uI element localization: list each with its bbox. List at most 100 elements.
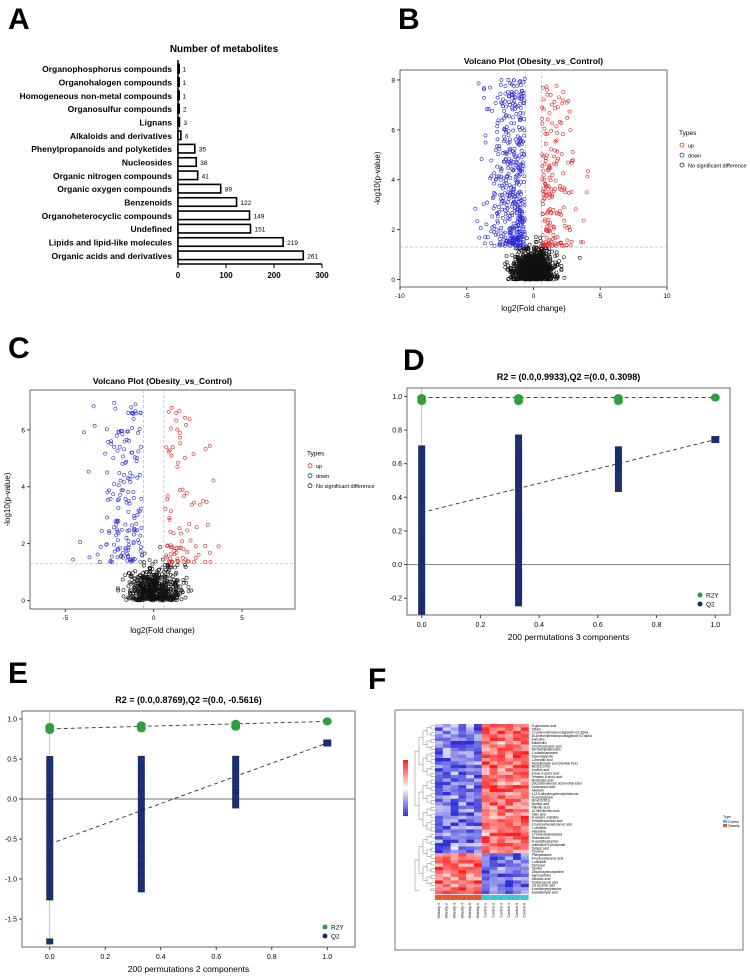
chart-e-q2-point [46, 894, 54, 898]
chart-c-legend-marker [307, 483, 313, 489]
chart-f-cell [513, 877, 521, 881]
chart-b-point-down [518, 205, 523, 210]
chart-d-q2-point [418, 521, 426, 524]
chart-c-point-down [126, 543, 131, 548]
chart-b-point-up [540, 177, 545, 182]
chart-b-point-down [473, 206, 478, 211]
chart-b-point-down [506, 133, 511, 138]
chart-f-cell [442, 761, 451, 765]
chart-b-point-down [517, 80, 522, 84]
chart-f-cell [450, 809, 459, 813]
chart-c-point-up [165, 497, 170, 502]
chart-b-point-down [503, 219, 508, 224]
chart-c-point-down [127, 528, 132, 533]
chart-c-point-ns [126, 584, 131, 589]
chart-f-cell [466, 846, 475, 850]
chart-a-bar [177, 170, 199, 181]
chart-b-point-down [522, 98, 527, 103]
chart-d-q2-point [515, 550, 523, 554]
chart-b-point-ns [543, 258, 548, 263]
chart-f-cell [458, 724, 467, 728]
chart-e-q2-point [46, 874, 54, 877]
chart-f-cell [442, 836, 451, 840]
chart-f-cell [435, 860, 443, 864]
chart-b-point-down [518, 189, 523, 194]
chart-f-cell [466, 812, 475, 816]
chart-b-point-down [511, 186, 516, 191]
chart-b-point-down [522, 218, 527, 223]
chart-f-cell [458, 751, 467, 755]
chart-f-cell [450, 836, 459, 840]
chart-c-point-ns [173, 572, 178, 577]
chart-f-row-label: N-acetyl-L-histidine [532, 816, 560, 820]
chart-f-cell [435, 734, 443, 738]
chart-f-cell [489, 751, 498, 755]
chart-f-cell [520, 758, 529, 762]
chart-b-point-up [581, 240, 585, 245]
chart-f-cell [450, 771, 459, 776]
chart-f-cell [442, 734, 451, 738]
chart-b-point-down [495, 164, 500, 169]
chart-f-cell [520, 890, 529, 895]
chart-c-point-ns [170, 574, 175, 579]
chart-f-cell [513, 785, 521, 789]
chart-f-cell [474, 741, 482, 745]
chart-f-color-scale-step [403, 810, 408, 812]
chart-c-point-down [138, 559, 143, 564]
chart-f-cell [489, 873, 498, 878]
chart-b-point-down [506, 141, 511, 146]
chart-f-group-bar [466, 895, 474, 900]
chart-f-dendrogram-branch [430, 888, 435, 891]
chart-c-point-down [137, 472, 142, 477]
chart-f-cell [435, 832, 443, 837]
chart-f-column-label: Control 1 [484, 903, 488, 918]
chart-c-point-ns [154, 573, 158, 578]
chart-b-point-ns [526, 272, 531, 276]
chart-b-point-down [513, 163, 518, 168]
chart-f-cell [458, 877, 467, 881]
chart-b-point-ns [531, 269, 536, 273]
chart-e-q2-point [46, 884, 54, 888]
chart-f-cell [481, 832, 490, 837]
chart-f-cell [513, 730, 521, 735]
chart-b-point-down [502, 191, 507, 196]
chart-f-cell [435, 781, 443, 786]
chart-f-cell [505, 730, 514, 735]
chart-f-cell [450, 849, 459, 854]
chart-f-color-scale-step [403, 769, 408, 772]
chart-b-point-down [502, 109, 506, 113]
chart-c-point-down [128, 471, 133, 475]
chart-f-cell [466, 877, 475, 881]
chart-b-point-down [495, 95, 500, 100]
chart-b-point-down [499, 78, 504, 82]
chart-a-category-label: Organoheterocyclic compounds [42, 211, 173, 221]
chart-f-cell [481, 819, 490, 823]
chart-d-q2-point [418, 528, 426, 532]
chart-f-cell [474, 860, 482, 864]
chart-f-cell [513, 727, 521, 731]
chart-b-point-ns [533, 248, 538, 253]
chart-c-point-down [130, 523, 134, 528]
chart-c-point-up [177, 488, 182, 493]
chart-b-point-down [489, 158, 494, 163]
chart-f-cell [435, 822, 443, 827]
chart-c-point-up [167, 559, 171, 564]
chart-f-cell [513, 836, 521, 840]
chart-a-data-label: 3 [183, 120, 187, 127]
chart-b-point-down [495, 137, 500, 142]
chart-f-cell [520, 809, 529, 813]
chart-b-point-ns [562, 275, 567, 280]
chart-e-q2-point [137, 871, 145, 875]
chart-b-point-up [547, 191, 551, 196]
chart-f-cell [474, 754, 482, 759]
chart-f-cell [435, 761, 443, 765]
chart-c-point-ns [175, 578, 180, 583]
chart-b-point-up [543, 131, 548, 136]
chart-f-cell [458, 853, 467, 857]
chart-f-cell [489, 890, 498, 895]
chart-d-q2-point [515, 593, 523, 597]
chart-f-cell [442, 768, 451, 772]
chart-f-cell [435, 727, 443, 731]
chart-c-point-ns [144, 569, 149, 574]
chart-f-row-label: Acetaldehyde acid [532, 891, 558, 895]
